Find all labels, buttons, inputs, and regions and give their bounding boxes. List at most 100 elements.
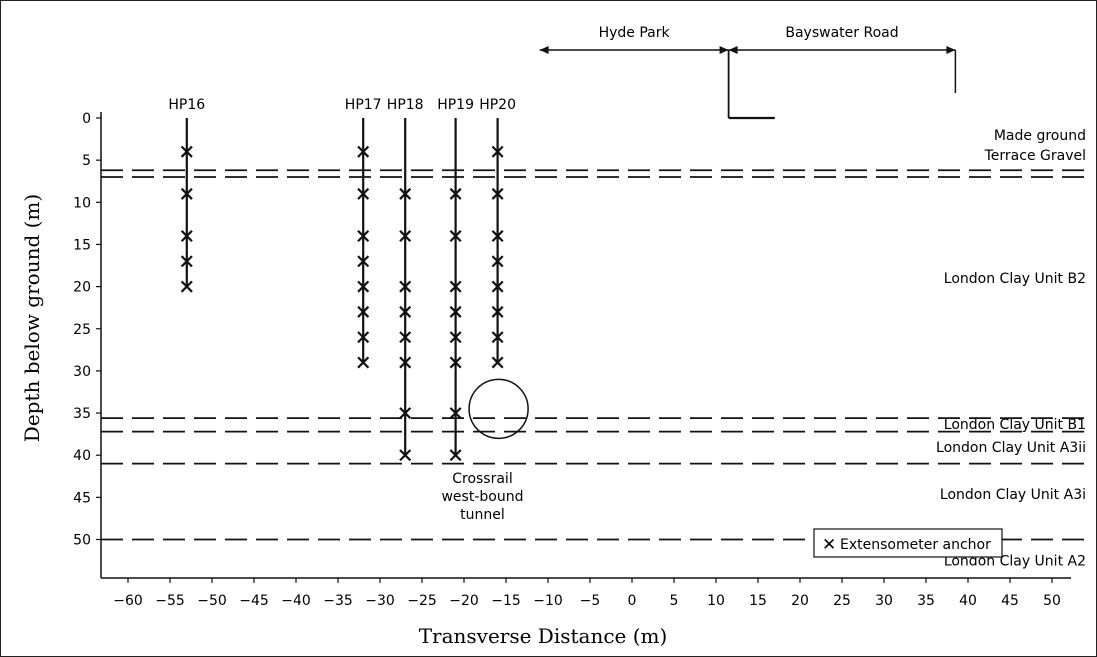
extensometer-anchor — [180, 255, 193, 268]
x-tick-label: 0 — [628, 593, 637, 609]
extensometer-anchor — [357, 145, 370, 158]
borehole-label: HP18 — [387, 97, 424, 113]
surface-zone-0: Hyde Park — [539, 25, 729, 54]
extensometer-anchor — [399, 331, 412, 344]
zone-arrow-left — [728, 46, 738, 54]
x-tick-label: −30 — [365, 593, 395, 609]
x-tick-label: 20 — [791, 593, 809, 609]
y-tick-label: 50 — [73, 533, 91, 549]
extensometer-anchor — [491, 145, 504, 158]
extensometer-anchor — [357, 305, 370, 318]
borehole-label: HP19 — [437, 97, 474, 113]
extensometer-anchor — [491, 187, 504, 200]
extensometer-anchor — [449, 449, 462, 462]
extensometer-anchor — [357, 255, 370, 268]
zone-label: Bayswater Road — [785, 25, 898, 41]
zone-arrow-right — [719, 46, 729, 54]
legend-box — [813, 528, 1003, 558]
extensometer-anchor — [180, 145, 193, 158]
borehole-hp20: HP20 — [479, 97, 516, 369]
extensometer-anchor — [399, 449, 412, 462]
y-tick-label: 5 — [82, 153, 91, 169]
x-tick-label: −5 — [580, 593, 601, 609]
y-tick-label: 45 — [73, 490, 91, 506]
extensometer-anchor — [491, 230, 504, 242]
strata-labels: Made ground Terrace Gravel London Clay Uni… — [936, 128, 1086, 570]
x-tick-label: −45 — [239, 593, 269, 609]
x-tick-label: 25 — [833, 593, 851, 609]
zone-arrow-right — [946, 46, 956, 54]
y-tick-label: 0 — [82, 111, 91, 127]
x-tick-label: 5 — [670, 593, 679, 609]
y-tick-label: 20 — [73, 280, 91, 296]
x-tick-label: 30 — [875, 593, 893, 609]
extensometer-anchor — [449, 331, 462, 344]
extensometer-anchor — [491, 255, 504, 268]
x-tick-label: −55 — [155, 593, 185, 609]
x-tick-label: 10 — [707, 593, 725, 609]
zone-label: Hyde Park — [599, 25, 671, 41]
tunnel-label-line1: Crossrail — [452, 471, 513, 487]
borehole-label: HP17 — [345, 97, 382, 113]
extensometer-anchor — [491, 331, 504, 344]
y-axis-label: Depth below ground (m) — [20, 194, 44, 442]
legend-marker: ✕ — [822, 535, 836, 555]
y-tick-label: 10 — [73, 195, 91, 211]
surface-zone-1: Bayswater Road — [728, 25, 956, 54]
x-tick-label: −25 — [407, 593, 437, 609]
strata-label: Made ground — [994, 128, 1086, 144]
extensometer-anchor — [357, 356, 370, 369]
extensometer-anchor — [491, 280, 504, 293]
extensometer-anchor — [491, 356, 504, 369]
strata-label: London Clay Unit A3ii — [936, 440, 1086, 456]
axes: −60 −55 −50 −45 −40 −35 −30 −25 −20 −15 −10 −5 0 5 10 1… — [73, 111, 1071, 609]
extensometer-anchor — [180, 230, 193, 242]
extensometer-anchor — [180, 187, 193, 200]
extensometer-anchor — [399, 280, 412, 293]
strata-boundaries — [101, 169, 1086, 541]
strata-label: London Clay Unit B1 — [944, 417, 1086, 433]
extensometer-anchor — [399, 187, 412, 200]
extensometer-anchor — [449, 280, 462, 293]
borehole-label: HP20 — [479, 97, 516, 113]
tunnel-label-line3: tunnel — [460, 507, 505, 523]
x-tick-label: −40 — [281, 593, 311, 609]
extensometer-anchor — [449, 230, 462, 242]
extensometer-anchor — [449, 356, 462, 369]
x-tick-label: −15 — [491, 593, 521, 609]
extensometer-anchor — [399, 305, 412, 318]
extensometer-anchor — [357, 280, 370, 293]
extensometer-anchor — [399, 230, 412, 242]
y-tick-label: 35 — [73, 406, 91, 422]
extensometer-anchor — [449, 305, 462, 318]
y-tick-label: 25 — [73, 322, 91, 338]
borehole-hp19: HP19 — [437, 97, 474, 462]
borehole-hp17: HP17 — [345, 97, 382, 369]
x-tick-label: −60 — [113, 593, 143, 609]
extensometer-anchor — [399, 407, 412, 420]
extensometer-anchor — [180, 280, 193, 293]
extensometer-anchor — [449, 407, 462, 420]
legend: ✕ Extensometer anchor — [813, 528, 1003, 558]
extensometer-anchor — [399, 356, 412, 369]
x-tick-label: 50 — [1043, 593, 1061, 609]
borehole-hp16: HP16 — [168, 97, 205, 293]
strata-label: Terrace Gravel — [984, 148, 1086, 164]
x-axis-label: Transverse Distance (m) — [419, 624, 668, 648]
x-tick-label: −20 — [449, 593, 479, 609]
strata-label: London Clay Unit B2 — [944, 271, 1086, 287]
x-tick-label: −35 — [323, 593, 353, 609]
extensometer-anchor — [357, 230, 370, 242]
extensometer-anchor — [357, 187, 370, 200]
borehole-hp18: HP18 — [387, 97, 424, 462]
x-tick-label: 45 — [1001, 593, 1019, 609]
strata-label: London Clay Unit A3i — [940, 487, 1086, 503]
tunnel-label-line2: west-bound — [441, 489, 523, 505]
x-tick-label: 15 — [749, 593, 767, 609]
surface-zones: Hyde Park Bayswater Road — [539, 25, 957, 120]
tunnel-circle — [468, 378, 529, 440]
y-tick-label: 40 — [73, 448, 91, 464]
x-tick-label: 35 — [917, 593, 935, 609]
x-tick-label: 40 — [959, 593, 977, 609]
extensometer-anchor — [357, 331, 370, 344]
